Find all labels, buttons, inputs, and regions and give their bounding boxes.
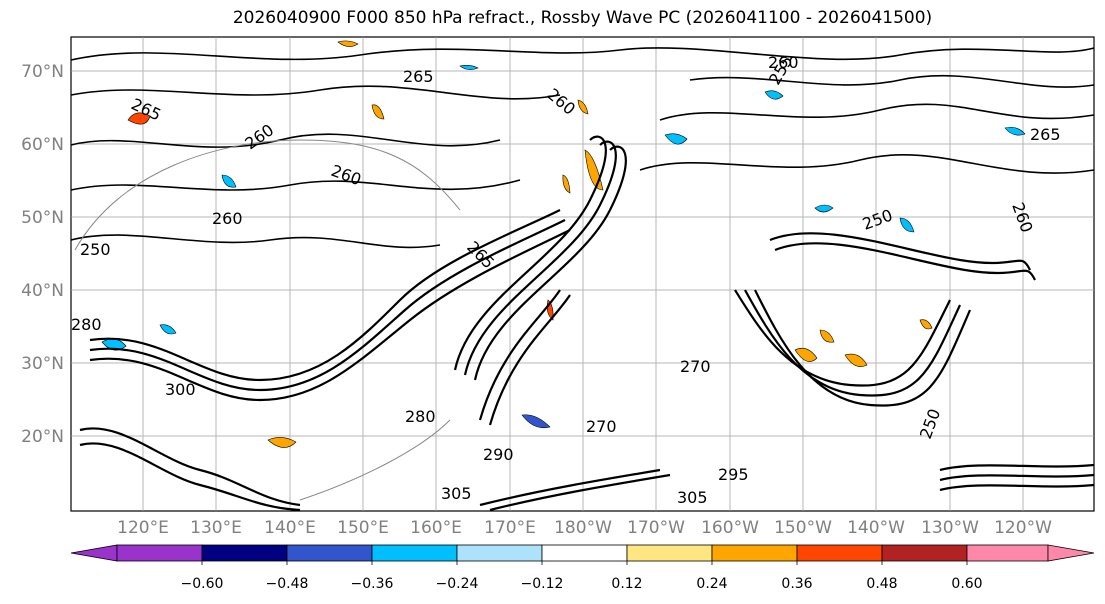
negative-patch bbox=[899, 217, 915, 233]
colorbar-segment bbox=[456, 544, 543, 562]
lon-label-140w: 140°W bbox=[847, 518, 905, 538]
coastline bbox=[74, 139, 461, 501]
lon-label-120w: 120°W bbox=[994, 518, 1052, 538]
positive-patch bbox=[577, 99, 589, 115]
colorbar-segment bbox=[116, 544, 203, 562]
contour-label: 265 bbox=[1030, 125, 1061, 144]
negative-patch bbox=[159, 324, 177, 335]
contour-label: 270 bbox=[680, 357, 711, 376]
lon-label-120e: 120°E bbox=[117, 518, 169, 538]
contour-label: 305 bbox=[677, 488, 708, 507]
colorbar-tick-label: 0.12 bbox=[611, 576, 643, 592]
positive-patch bbox=[267, 437, 297, 448]
contour-label: 250 bbox=[80, 240, 111, 259]
colorbar-tick-label: −0.24 bbox=[435, 576, 479, 592]
colorbar-segment bbox=[286, 544, 373, 562]
lon-label-130w: 130°W bbox=[921, 518, 979, 538]
positive-patch bbox=[919, 319, 933, 330]
lon-label-130e: 130°E bbox=[190, 518, 242, 538]
colorbar bbox=[70, 544, 1095, 565]
colorbar-segment bbox=[626, 544, 713, 562]
colorbar-extend-low bbox=[70, 544, 118, 562]
negative-patch bbox=[221, 174, 237, 188]
colorbar-tick-label: −0.36 bbox=[350, 576, 394, 592]
lon-label-150e: 150°E bbox=[337, 518, 389, 538]
lon-label-170w: 170°W bbox=[627, 518, 685, 538]
rossby-pc-shading bbox=[101, 40, 1026, 448]
contour-label: 265 bbox=[403, 67, 434, 86]
colorbar-segment bbox=[711, 544, 798, 562]
colorbar-tick-label: 0.36 bbox=[781, 576, 813, 592]
lat-label-70: 70°N bbox=[21, 62, 64, 82]
colorbar-segment bbox=[371, 544, 458, 562]
positive-patch bbox=[794, 347, 818, 362]
colorbar-segment bbox=[796, 544, 883, 562]
map-title: 2026040900 F000 850 hPa refract., Rossby… bbox=[232, 8, 933, 28]
colorbar-segment bbox=[966, 544, 1049, 562]
colorbar-tick-label: −0.12 bbox=[520, 576, 564, 592]
contour-label: 300 bbox=[165, 380, 196, 399]
positive-patch bbox=[127, 112, 151, 125]
lon-label-160e: 160°E bbox=[410, 518, 462, 538]
refractivity-contours bbox=[70, 47, 1095, 249]
positive-patch bbox=[337, 40, 359, 47]
lat-label-40: 40°N bbox=[21, 281, 64, 301]
lon-label-170e: 170°E bbox=[484, 518, 536, 538]
negative-patch bbox=[459, 65, 479, 70]
grid-lines bbox=[71, 37, 1094, 511]
negative-patch bbox=[664, 133, 688, 145]
negative-patch bbox=[1004, 126, 1026, 136]
colorbar-tick-label: −0.48 bbox=[265, 576, 309, 592]
lon-label-180w: 180°W bbox=[554, 518, 612, 538]
contour-label: 290 bbox=[483, 445, 514, 464]
lat-label-50: 50°N bbox=[21, 208, 64, 228]
lat-label-20: 20°N bbox=[21, 427, 64, 447]
colorbar-extend-high bbox=[1047, 544, 1095, 562]
colorbar-segment bbox=[201, 544, 288, 562]
negative-patch bbox=[521, 414, 551, 429]
positive-patch bbox=[819, 329, 835, 343]
positive-patch bbox=[371, 104, 385, 120]
colorbar-tick-label: 0.60 bbox=[951, 576, 983, 592]
colorbar-tick-label: −0.60 bbox=[180, 576, 224, 592]
negative-patch bbox=[764, 90, 784, 100]
lon-label-150w: 150°W bbox=[774, 518, 832, 538]
colorbar-tick-label: 0.48 bbox=[866, 576, 898, 592]
contour-label: 280 bbox=[405, 407, 436, 426]
negative-patch bbox=[814, 204, 834, 213]
colorbar-segment bbox=[541, 544, 628, 562]
contour-label: 305 bbox=[441, 484, 472, 503]
colorbar-segment bbox=[881, 544, 968, 562]
contour-label: 280 bbox=[71, 315, 102, 334]
contour-label: 270 bbox=[586, 417, 617, 436]
contour-label: 260 bbox=[768, 53, 799, 72]
contour-label: 295 bbox=[718, 465, 749, 484]
positive-patch bbox=[844, 353, 868, 367]
lon-label-160w: 160°W bbox=[701, 518, 759, 538]
colorbar-tick-label: 0.24 bbox=[696, 576, 728, 592]
lon-label-140e: 140°E bbox=[264, 518, 316, 538]
lat-label-30: 30°N bbox=[21, 354, 64, 374]
lat-label-60: 60°N bbox=[21, 135, 64, 155]
contour-bundles bbox=[79, 135, 1095, 512]
contour-label: 260 bbox=[212, 209, 243, 228]
positive-patch bbox=[562, 174, 571, 194]
